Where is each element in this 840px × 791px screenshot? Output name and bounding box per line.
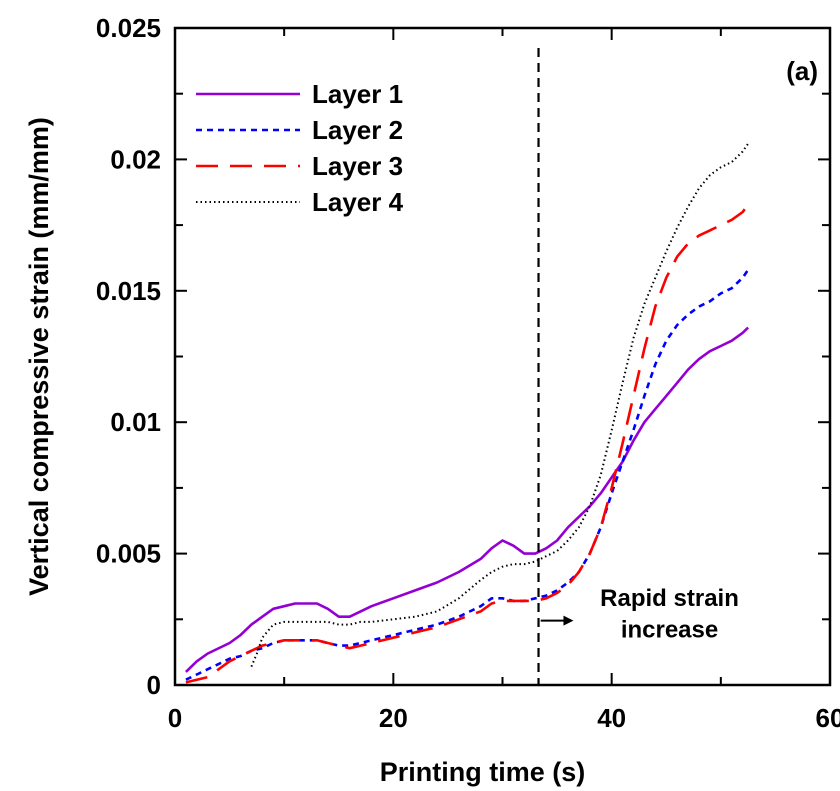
annotation-text-line-1: Rapid strain <box>600 585 739 612</box>
x-tick-label: 40 <box>597 703 626 733</box>
y-tick-label: 0.01 <box>110 407 161 437</box>
legend: Layer 1 Layer 2 Layer 3 Layer 4 <box>196 79 404 217</box>
x-axis-title: Printing time (s) <box>380 757 586 787</box>
y-tick-label: 0.02 <box>110 144 161 174</box>
series-layer <box>184 143 750 684</box>
x-tick-label: 0 <box>168 703 182 733</box>
plot-frame <box>173 26 832 687</box>
legend-label-layer-3: Layer 3 <box>312 151 403 181</box>
series-line-layer-2 <box>185 269 750 681</box>
series-line-layer-1 <box>184 326 750 673</box>
arrowhead-icon <box>563 615 574 626</box>
y-axis-title: Vertical compressive strain (mm/mm) <box>24 117 54 596</box>
legend-label-layer-4: Layer 4 <box>312 187 404 217</box>
y-tick-label: 0.025 <box>96 13 161 43</box>
annotation-text-line-2: increase <box>621 617 718 644</box>
x-tick-label: 20 <box>379 703 408 733</box>
x-tick-labels: 0 20 40 60 <box>168 703 840 733</box>
series-line-layer-3 <box>185 203 750 684</box>
y-tick-label: 0 <box>147 670 161 700</box>
series-line-layer-4 <box>250 143 749 667</box>
y-tick-label: 0.005 <box>96 539 161 569</box>
legend-label-layer-2: Layer 2 <box>312 115 403 145</box>
legend-label-layer-1: Layer 1 <box>312 79 403 109</box>
panel-label: (a) <box>786 56 818 86</box>
y-tick-labels: 0 0.005 0.01 0.015 0.02 0.025 <box>96 13 161 700</box>
x-tick-label: 60 <box>816 703 840 733</box>
y-tick-label: 0.015 <box>96 276 161 306</box>
rapid-strain-annotation: Rapid strain increase <box>540 585 739 644</box>
